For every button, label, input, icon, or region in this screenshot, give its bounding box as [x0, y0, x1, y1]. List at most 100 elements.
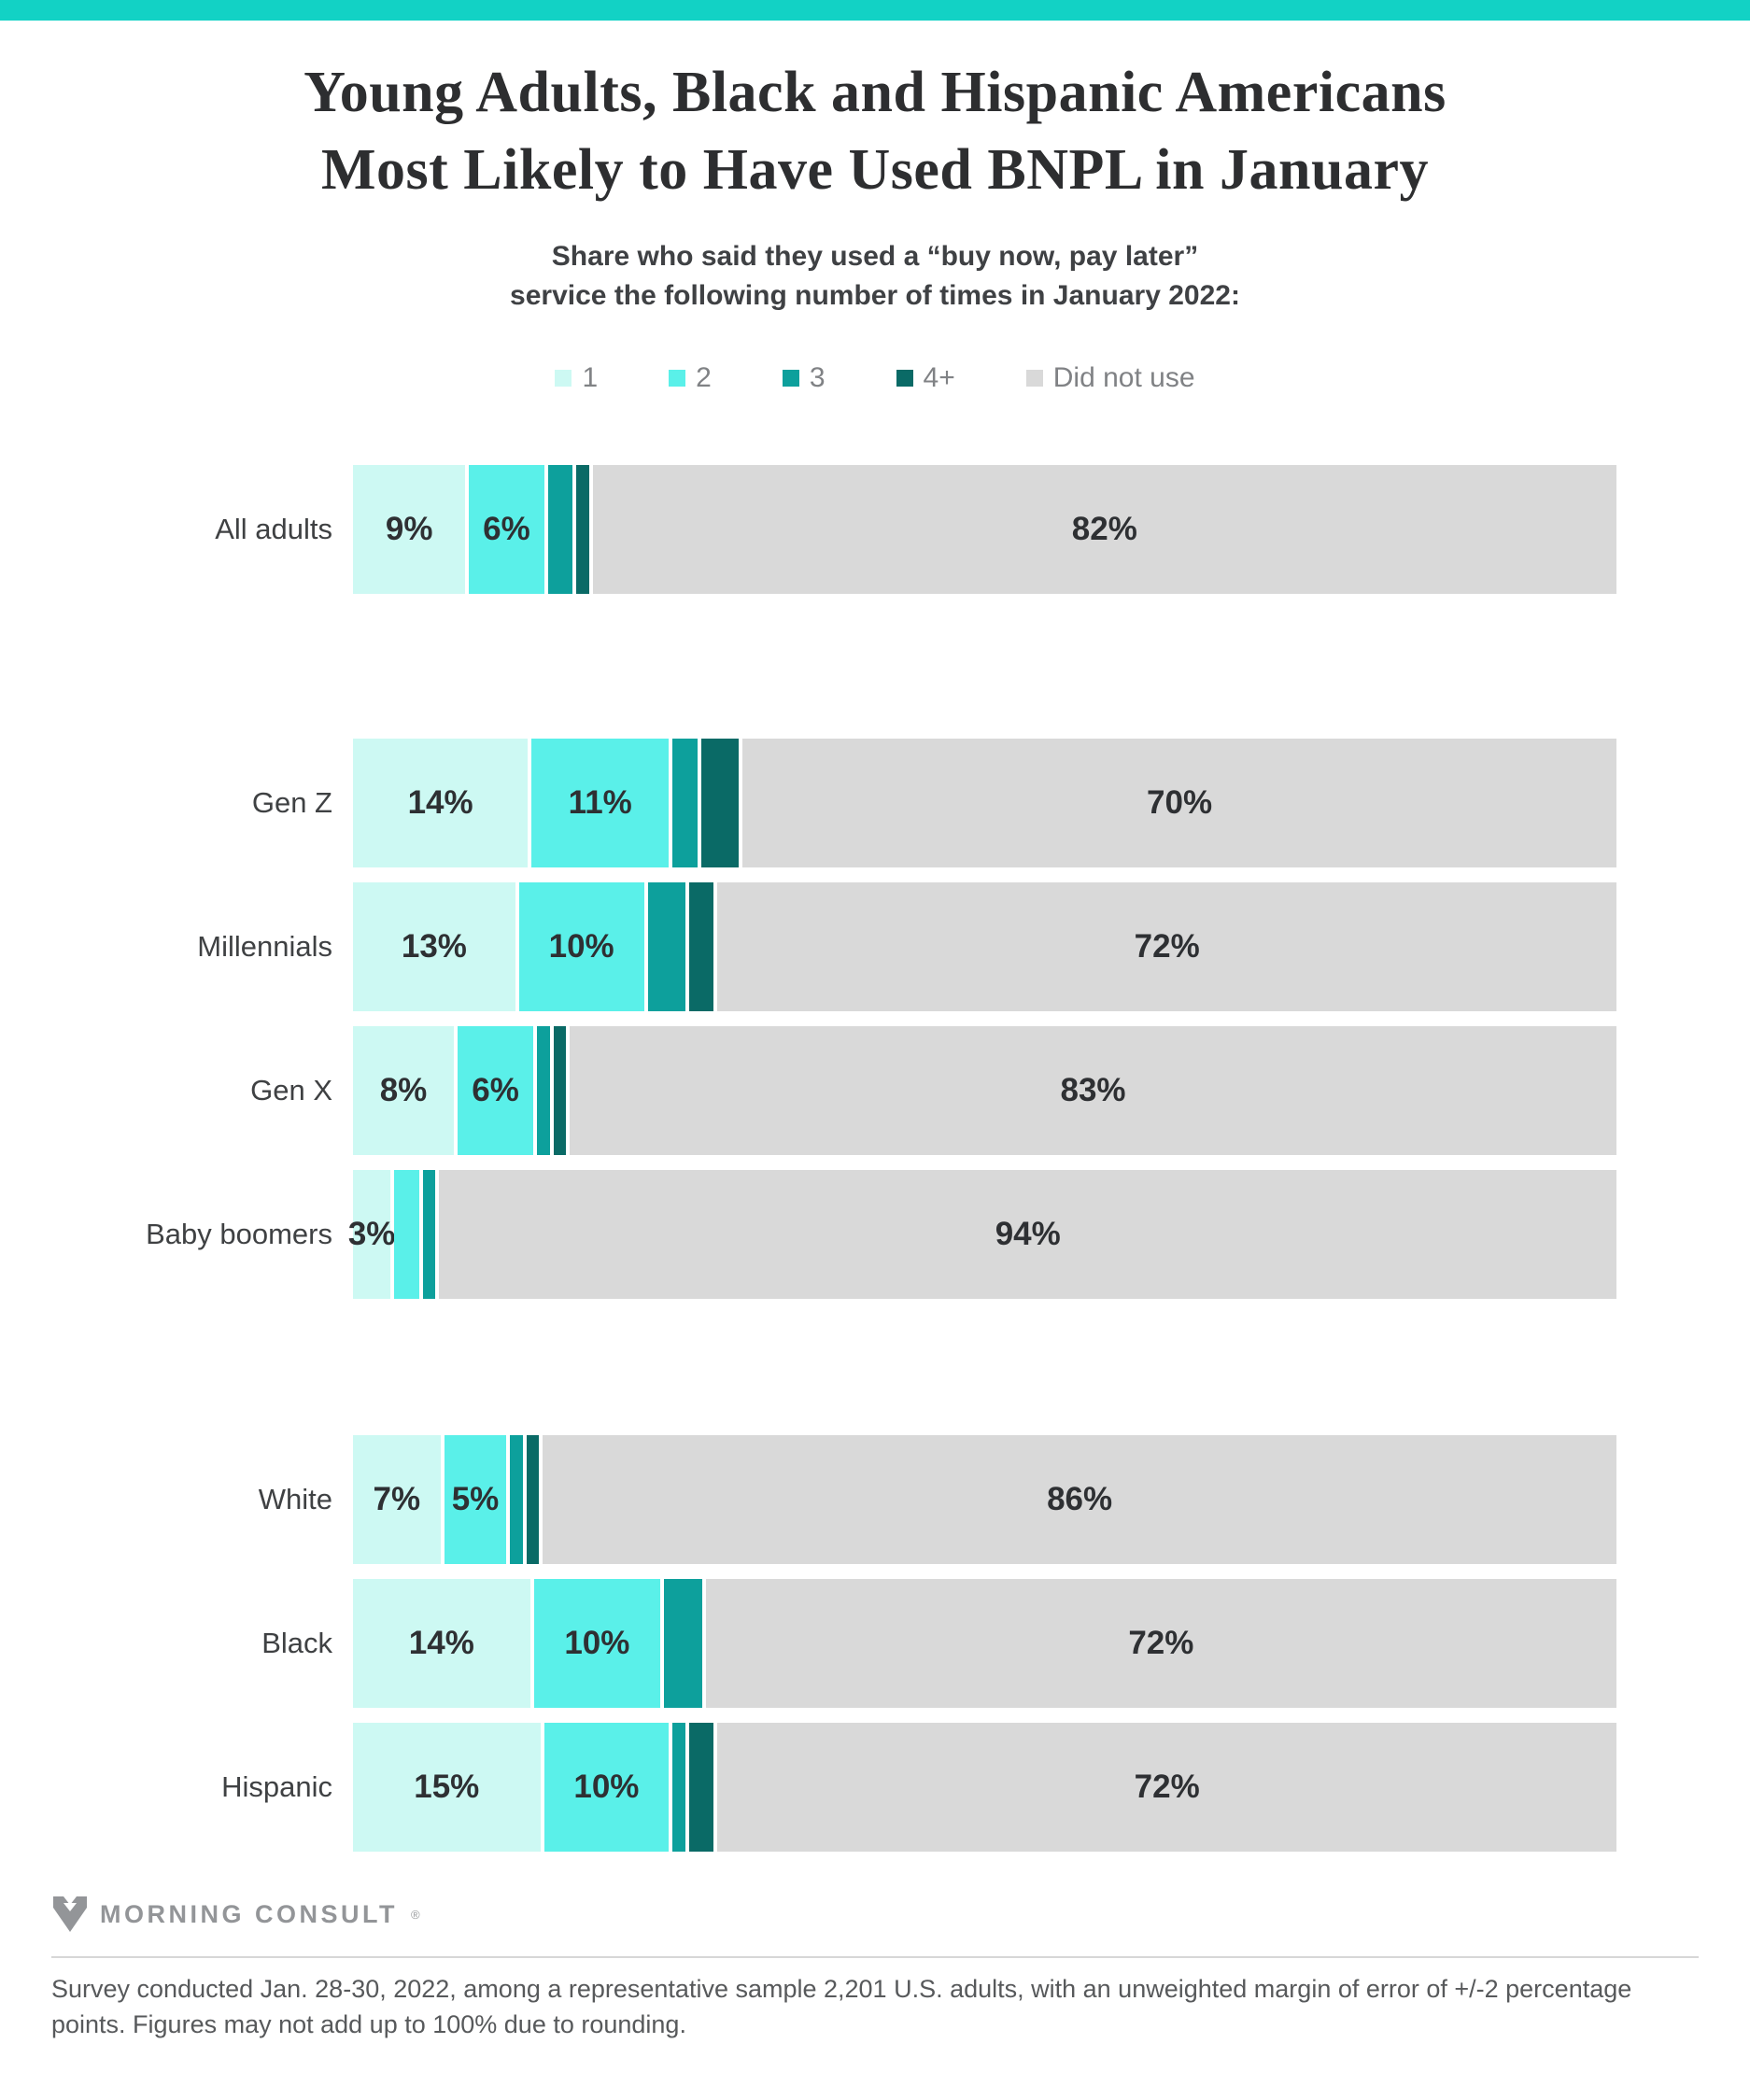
- segment-value-label: 7%: [373, 1481, 421, 1518]
- segment-value-label: 9%: [385, 511, 433, 548]
- bar-row: Black 14% 10% 72%: [0, 1579, 1616, 1709]
- page-title: Young Adults, Black and Hispanic America…: [37, 54, 1713, 209]
- footer-divider: [51, 1956, 1699, 1959]
- segment-value-label: 70%: [1147, 784, 1213, 822]
- legend-swatch: [782, 370, 799, 388]
- morning-consult-logo: MORNING CONSULT ®: [51, 1895, 1699, 1934]
- row-label: Gen Z: [251, 786, 332, 820]
- bar-segment-1: 3%: [348, 1170, 395, 1300]
- segment-value-label: 14%: [407, 784, 473, 822]
- bar-row: Hispanic 15% 10% 72%: [0, 1723, 1616, 1853]
- bar-segment-3: [537, 1026, 550, 1156]
- segment-value-label: 72%: [1128, 1625, 1194, 1662]
- segment-value-label: 72%: [1134, 1769, 1200, 1806]
- bar-segment-3: [547, 465, 573, 595]
- segment-value-label: 94%: [995, 1216, 1061, 1253]
- legend-label: 3: [809, 362, 826, 394]
- bar-group: White 7% 5% 86% Black 14% 10% 72% Hispanic 15% 10%…: [0, 1435, 1616, 1853]
- bar-segment-did-not-use: 86%: [543, 1435, 1616, 1565]
- row-label: Black: [261, 1627, 332, 1660]
- bar-group: Gen Z 14% 11% 70% Millennials 13% 10% 72% Gen X 8…: [0, 739, 1616, 1300]
- stacked-bar: 8% 6% 83%: [353, 1026, 1616, 1156]
- segment-value-label: 6%: [472, 1072, 519, 1109]
- stacked-bar: 13% 10% 72%: [353, 882, 1616, 1012]
- segment-value-label: 13%: [401, 928, 467, 965]
- stacked-bar: 14% 11% 70%: [353, 739, 1616, 868]
- segment-value-label: 86%: [1047, 1481, 1113, 1518]
- bar-segment-did-not-use: 72%: [705, 1579, 1616, 1709]
- bar-segment-1: 8%: [353, 1026, 455, 1156]
- legend-label: 1: [582, 362, 599, 394]
- row-label: Gen X: [250, 1074, 332, 1107]
- bar-segment-4+: [526, 1435, 540, 1565]
- stacked-bar: 15% 10% 72%: [353, 1723, 1616, 1853]
- legend: 1 2 3 4+ Did not use: [0, 362, 1750, 394]
- bar-segment-1: 7%: [353, 1435, 441, 1565]
- bar-group: All adults 9% 6% 82%: [0, 465, 1616, 595]
- bar-row: Gen X 8% 6% 83%: [0, 1026, 1616, 1156]
- bar-segment-2: 6%: [458, 1026, 534, 1156]
- legend-swatch: [555, 370, 572, 388]
- bar-segment-did-not-use: 72%: [717, 1723, 1616, 1853]
- legend-swatch: [1025, 370, 1043, 388]
- bar-segment-2: 6%: [469, 465, 544, 595]
- accent-bar: [0, 0, 1750, 21]
- segment-value-label: 15%: [414, 1769, 480, 1806]
- bar-row: Millennials 13% 10% 72%: [0, 882, 1616, 1012]
- legend-item: 1: [555, 362, 598, 394]
- segment-value-label: 14%: [408, 1625, 474, 1662]
- legend-label: 4+: [923, 362, 955, 394]
- bar-segment-3: [664, 1579, 702, 1709]
- segment-value-label: 10%: [564, 1625, 630, 1662]
- segment-value-label: 8%: [379, 1072, 428, 1109]
- logo-text: MORNING CONSULT: [100, 1899, 398, 1928]
- bar-segment-3: [647, 882, 685, 1012]
- row-label: Hispanic: [221, 1770, 332, 1804]
- segment-value-label: 3%: [347, 1216, 396, 1253]
- stacked-bar: 3% 94%: [348, 1170, 1616, 1300]
- bar-segment-3: [672, 739, 698, 868]
- stacked-bar: 7% 5% 86%: [353, 1435, 1616, 1565]
- segment-value-label: 11%: [568, 784, 632, 822]
- row-label: Millennials: [197, 930, 332, 964]
- bar-segment-4+: [688, 1723, 714, 1853]
- bar-segment-3: [510, 1435, 523, 1565]
- segment-value-label: 5%: [451, 1481, 500, 1518]
- stacked-bar: 9% 6% 82%: [353, 465, 1616, 595]
- bar-segment-did-not-use: 94%: [439, 1170, 1616, 1300]
- bar-segment-3: [672, 1723, 685, 1853]
- bar-row: Gen Z 14% 11% 70%: [0, 739, 1616, 868]
- row-label: Baby boomers: [146, 1218, 332, 1251]
- page-title-line1: Young Adults, Black and Hispanic America…: [303, 61, 1447, 124]
- bar-segment-4+: [576, 465, 589, 595]
- segment-value-label: 6%: [483, 511, 530, 548]
- legend-label: Did not use: [1052, 362, 1195, 394]
- chart: All adults 9% 6% 82% Gen Z 14% 11% 70% Millennia…: [0, 465, 1750, 1853]
- segment-value-label: 10%: [548, 928, 614, 965]
- stacked-bar: 14% 10% 72%: [353, 1579, 1616, 1709]
- segment-value-label: 72%: [1134, 928, 1200, 965]
- bar-segment-4+: [688, 882, 714, 1012]
- row-label: All adults: [215, 513, 332, 546]
- bar-segment-2: 10%: [543, 1723, 670, 1853]
- bar-segment-2: 5%: [444, 1435, 507, 1565]
- bar-segment-1: 13%: [353, 882, 515, 1012]
- legend-swatch: [669, 370, 686, 388]
- legend-item: 3: [782, 362, 826, 394]
- legend-label: 2: [696, 362, 712, 394]
- segment-value-label: 82%: [1071, 511, 1137, 548]
- bar-segment-did-not-use: 82%: [592, 465, 1616, 595]
- bar-row: Baby boomers 3% 94%: [0, 1170, 1616, 1300]
- bar-segment-did-not-use: 70%: [742, 739, 1616, 868]
- bar-segment-2: 11%: [531, 739, 670, 868]
- bar-row: White 7% 5% 86%: [0, 1435, 1616, 1565]
- bar-segment-4+: [553, 1026, 567, 1156]
- bar-segment-did-not-use: 83%: [570, 1026, 1616, 1156]
- bar-segment-1: 15%: [353, 1723, 541, 1853]
- bar-segment-2: 10%: [518, 882, 644, 1012]
- bar-segment-2: 10%: [533, 1579, 661, 1709]
- chart-subtitle-line2: service the following number of times in…: [510, 280, 1240, 312]
- bar-segment-1: 9%: [353, 465, 466, 595]
- logo-registered-mark: ®: [410, 1907, 420, 1922]
- bar-segment-3: [423, 1170, 436, 1300]
